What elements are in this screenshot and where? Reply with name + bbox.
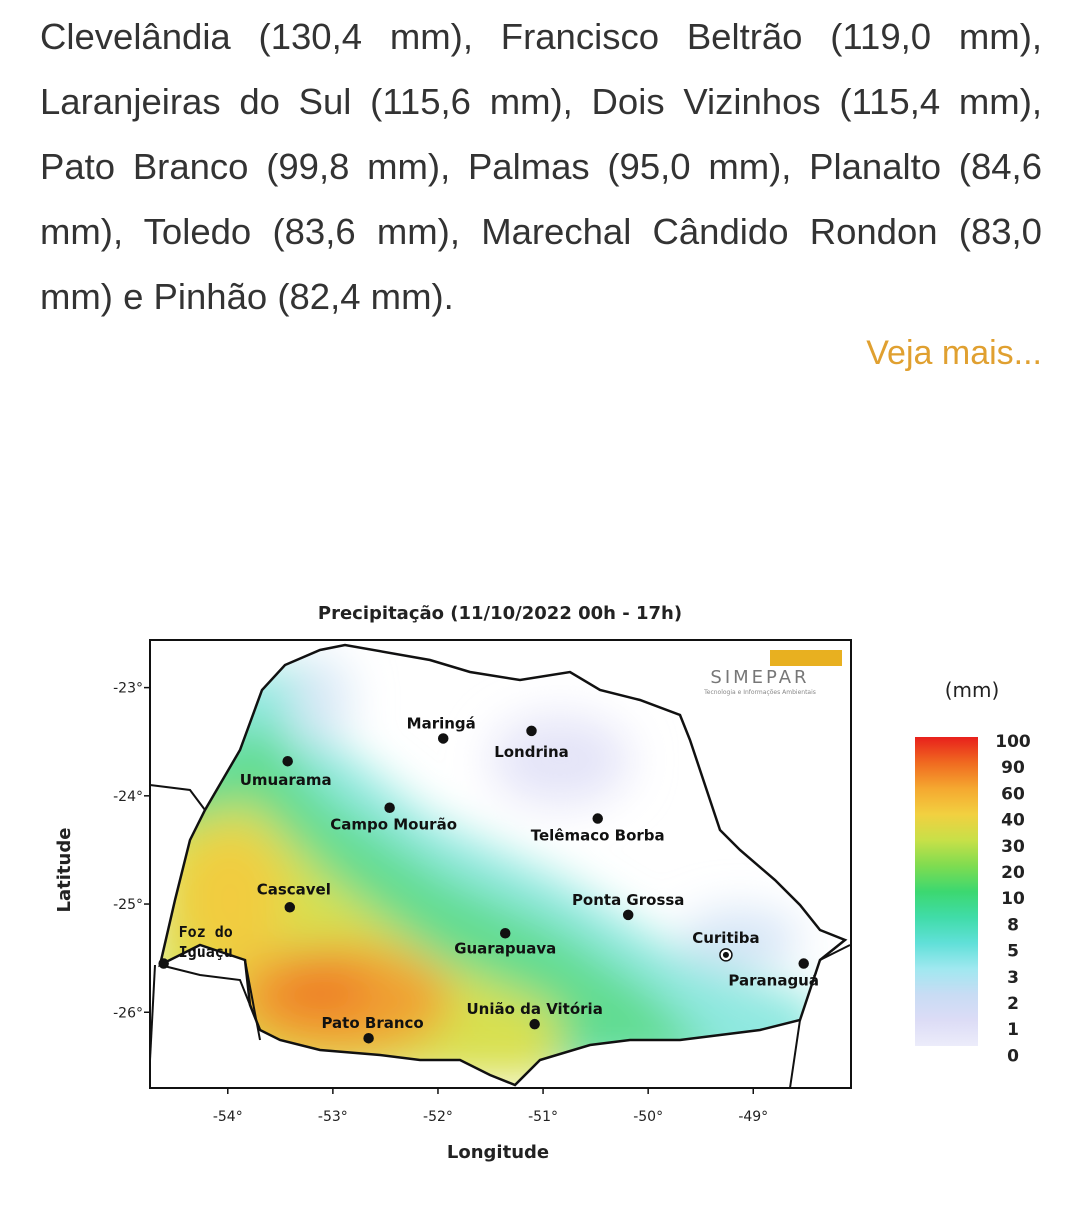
city-dot [798,958,809,969]
city-dot [363,1032,374,1044]
city-label: Telêmaco Borba [531,827,665,845]
y-tick-label: -25° [113,897,143,913]
city-label: União da Vitória [466,1000,602,1018]
legend-label: 3 [1007,968,1019,988]
legend-label: 60 [1001,784,1025,804]
city-label-box: Foz do Iguaçu [178,922,233,961]
city-label: Foz do Iguaçu [178,922,233,961]
logo: SIMEPAR [710,667,809,688]
y-tick-label: -23° [113,681,143,697]
city-dot [499,928,511,939]
x-tick-label: -49° [738,1109,768,1125]
legend-label: 40 [1001,811,1025,831]
city-dot [622,909,634,921]
city-label: Maringá [407,714,476,732]
logo-tagline: Tecnologia e Informações Ambientais [703,689,816,696]
x-tick-label: -50° [633,1109,663,1125]
y-tick-label: -24° [113,789,143,805]
city-dot [282,755,293,767]
legend-label: 8 [1007,915,1019,935]
city-dot [437,733,449,744]
read-more-link[interactable]: Veja mais... [866,334,1042,372]
city-label: Pato Branco [321,1014,423,1032]
city-label: Cascavel [257,880,331,898]
plot-frame [149,639,852,1089]
city-dot [284,902,296,913]
city-dot [526,725,537,737]
x-tick-label: -53° [318,1109,348,1125]
city-dot [384,802,395,813]
legend-label: 30 [1001,837,1025,857]
city-label: Guarapuava [454,939,556,957]
x-axis-label: Longitude [447,1142,549,1163]
x-tick-label: -51° [528,1109,558,1125]
city-label: Umuarama [240,771,332,789]
legend-label: 20 [1001,863,1025,883]
legend-label: 5 [1007,942,1019,962]
city-label: Campo Mourão [330,816,457,834]
x-tick-label: -54° [213,1109,243,1125]
city-dot [529,1018,540,1030]
city-dot [592,813,603,824]
borders [149,784,851,1089]
city-label: Paranaguá [728,972,819,990]
y-axis-label: Latitude [54,828,75,913]
logo-mark [770,650,842,666]
legend-label: 0 [1007,1046,1019,1066]
city-dot [158,958,169,969]
city-dot-center [722,951,729,958]
color-bar [915,737,978,1046]
x-tick-label: -52° [423,1109,453,1125]
legend-label: 100 [995,732,1031,752]
legend-label: 90 [1001,758,1025,778]
city-label: Ponta Grossa [572,891,685,909]
legend-unit: (mm) [945,678,1000,702]
city-label: Curitiba [692,929,759,947]
map-title: Precipitação (11/10/2022 00h - 17h) [318,603,682,624]
city-label: Londrina [494,743,569,761]
y-tick-label: -26° [113,1005,143,1021]
legend-label: 1 [1007,1020,1019,1040]
legend-label: 10 [1001,889,1025,909]
paragraph: Clevelândia (130,4 mm), Francisco Beltrã… [40,16,1042,317]
legend-label: 2 [1007,994,1019,1014]
